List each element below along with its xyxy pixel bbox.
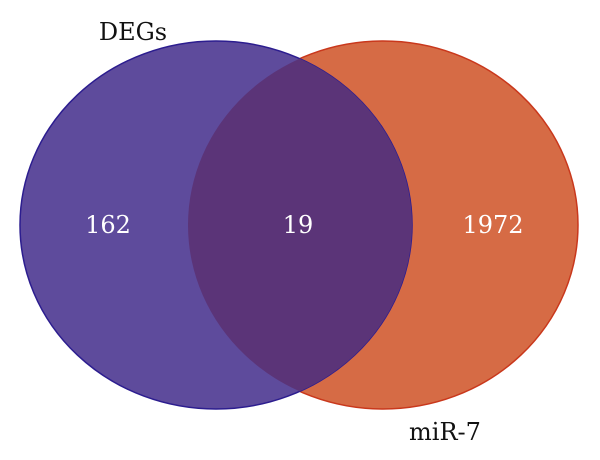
intersection-region [188, 41, 412, 409]
count-degs-only: 162 [85, 211, 131, 239]
count-intersection: 19 [283, 211, 314, 239]
set-label-mir7: miR-7 [409, 418, 481, 446]
count-mir7-only: 1972 [462, 211, 523, 239]
set-label-degs: DEGs [99, 18, 167, 46]
